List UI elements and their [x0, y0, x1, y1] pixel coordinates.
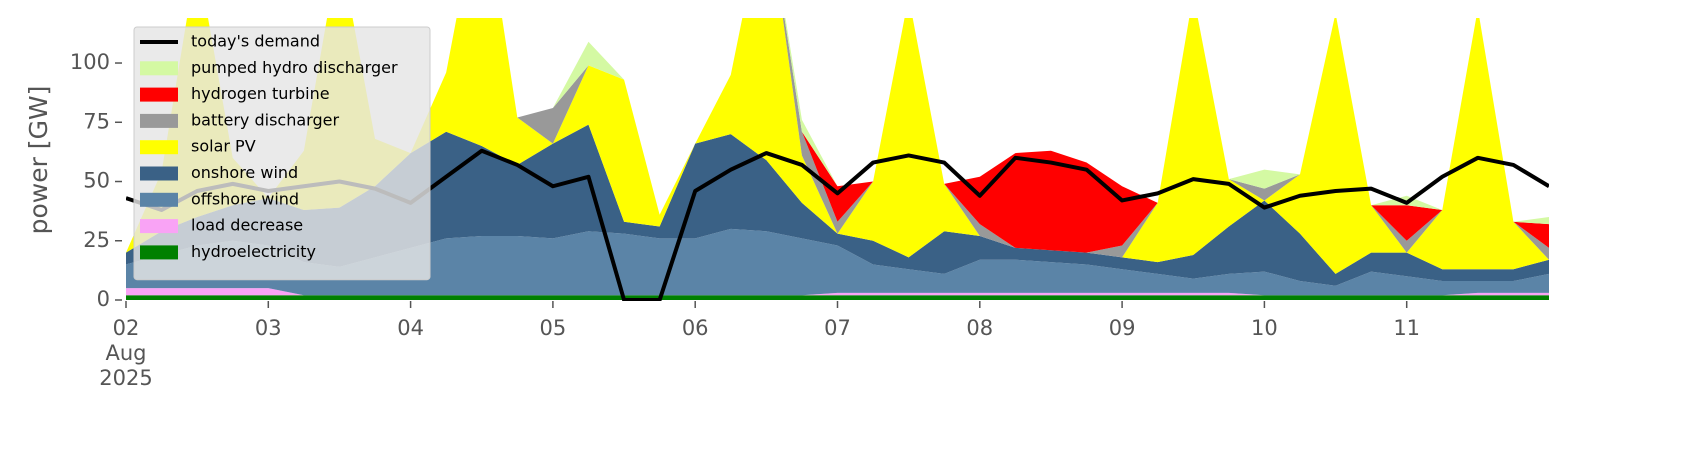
- legend-box: [133, 26, 431, 281]
- x-tick-label: 07: [824, 316, 851, 340]
- y-tick-label: 100: [70, 50, 110, 74]
- legend-swatch: [140, 219, 178, 234]
- y-tick-label: 50: [83, 169, 110, 193]
- y-axis-label: power [GW]: [24, 86, 53, 235]
- x-tick-label: 04: [397, 316, 424, 340]
- x-tick-label: 11: [1393, 316, 1421, 340]
- y-tick-label: 75: [83, 109, 110, 133]
- legend-label: today's demand: [191, 32, 320, 51]
- x-tick-label: 05: [539, 316, 567, 340]
- area: [126, 288, 1549, 296]
- legend-label: hydrogen turbine: [191, 84, 330, 103]
- legend-swatch: [140, 140, 178, 155]
- area: [126, 18, 1549, 274]
- plot-area: [126, 18, 1549, 301]
- legend-swatch: [140, 113, 178, 128]
- y-tick-label: 0: [97, 287, 110, 311]
- x-tick-label: 09: [1108, 316, 1136, 340]
- legend-swatch: [140, 61, 178, 76]
- y-tick-label: 25: [83, 228, 110, 252]
- x-tick-label: 10: [1251, 316, 1278, 340]
- area: [126, 18, 1549, 253]
- legend-label: pumped hydro discharger: [191, 58, 398, 77]
- x-tick-label: 03: [254, 316, 282, 340]
- legend-swatch: [140, 245, 178, 260]
- area: [126, 124, 1549, 286]
- x-tick-label: 02 Aug 2025: [99, 316, 153, 390]
- area: [126, 295, 1549, 300]
- x-tick-label: 08: [966, 316, 994, 340]
- legend-swatch: [140, 192, 178, 207]
- legend-label: hydroelectricity: [191, 242, 316, 261]
- legend-swatch: [140, 166, 178, 181]
- legend-label: load decrease: [191, 216, 303, 235]
- legend-label: onshore wind: [191, 163, 298, 182]
- legend-label: solar PV: [191, 137, 256, 156]
- legend-label: offshore wind: [191, 189, 299, 208]
- legend-swatch: [140, 87, 178, 102]
- legend-label: battery discharger: [191, 110, 339, 129]
- x-tick-label: 06: [681, 316, 709, 340]
